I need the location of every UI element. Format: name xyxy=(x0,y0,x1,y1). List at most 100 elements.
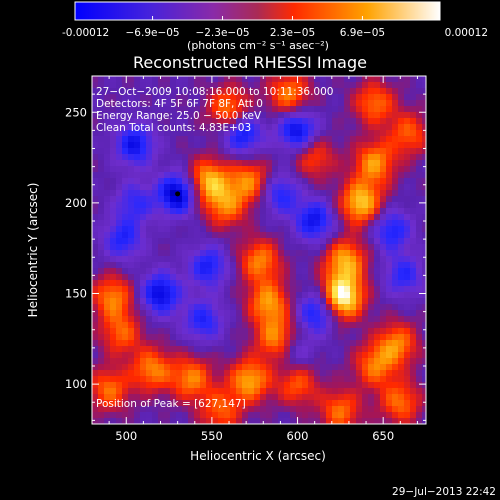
heatmap-cell xyxy=(164,88,171,95)
heatmap-cell xyxy=(308,346,315,353)
heatmap-cell xyxy=(134,88,141,95)
heatmap-cell xyxy=(164,412,171,419)
heatmap-cell xyxy=(110,406,117,413)
heatmap-cell xyxy=(188,118,195,125)
heatmap-cell xyxy=(176,208,183,215)
heatmap-cell xyxy=(230,328,237,335)
heatmap-cell xyxy=(104,172,111,179)
heatmap-cell xyxy=(152,142,159,149)
heatmap-cell xyxy=(326,208,333,215)
heatmap-cell xyxy=(260,316,267,323)
heatmap-cell xyxy=(260,274,267,281)
heatmap-cell xyxy=(326,88,333,95)
heatmap-cell xyxy=(284,166,291,173)
heatmap-cell xyxy=(224,142,231,149)
heatmap-cell xyxy=(116,214,123,221)
heatmap-cell xyxy=(128,418,135,424)
heatmap-cell xyxy=(266,358,273,365)
heatmap-cell xyxy=(332,388,339,395)
heatmap-cell xyxy=(218,352,225,359)
heatmap-cell xyxy=(410,352,417,359)
heatmap-cell xyxy=(254,418,261,424)
heatmap-cell xyxy=(224,148,231,155)
heatmap-cell xyxy=(158,94,165,101)
heatmap-cell xyxy=(134,148,141,155)
heatmap-cell xyxy=(152,196,159,203)
heatmap-cell xyxy=(212,142,219,149)
heatmap-cell xyxy=(356,184,363,191)
heatmap-cell xyxy=(374,94,381,101)
heatmap-cell xyxy=(110,214,117,221)
heatmap-cell xyxy=(182,112,189,119)
heatmap-cell xyxy=(98,106,105,113)
heatmap-cell xyxy=(110,154,117,161)
heatmap-cell xyxy=(392,184,399,191)
heatmap-cell xyxy=(368,106,375,113)
heatmap-cell xyxy=(230,244,237,251)
heatmap-cell xyxy=(290,238,297,245)
heatmap-cell xyxy=(134,262,141,269)
heatmap-cell xyxy=(266,262,273,269)
heatmap-cell xyxy=(404,226,411,233)
heatmap-cell xyxy=(110,88,117,95)
heatmap-cell xyxy=(320,82,327,89)
heatmap-cell xyxy=(308,106,315,113)
heatmap-cell xyxy=(284,388,291,395)
heatmap-cell xyxy=(422,268,426,275)
heatmap-cell xyxy=(170,124,177,131)
heatmap-cell xyxy=(236,328,243,335)
heatmap-cell xyxy=(116,370,123,377)
heatmap-cell xyxy=(182,262,189,269)
heatmap-cell xyxy=(302,358,309,365)
heatmap-cell xyxy=(206,76,213,83)
heatmap-cell xyxy=(290,340,297,347)
heatmap-cell xyxy=(218,394,225,401)
heatmap-cell xyxy=(368,76,375,83)
heatmap-cell xyxy=(272,118,279,125)
heatmap-cell xyxy=(182,292,189,299)
heatmap-cell xyxy=(278,202,285,209)
heatmap-cell xyxy=(410,112,417,119)
heatmap-cell xyxy=(188,82,195,89)
heatmap-cell xyxy=(110,286,117,293)
heatmap-cell xyxy=(416,142,423,149)
heatmap-cell xyxy=(374,304,381,311)
heatmap-cell xyxy=(248,124,255,131)
heatmap-cell xyxy=(212,118,219,125)
heatmap-cell xyxy=(194,184,201,191)
heatmap-cell xyxy=(152,328,159,335)
heatmap-cell xyxy=(230,124,237,131)
heatmap-cell xyxy=(356,292,363,299)
heatmap-cell xyxy=(242,214,249,221)
heatmap-cell xyxy=(320,148,327,155)
heatmap-cell xyxy=(206,112,213,119)
heatmap-cell xyxy=(176,394,183,401)
heatmap-cell xyxy=(368,226,375,233)
heatmap-cell xyxy=(110,190,117,197)
heatmap-cell xyxy=(386,160,393,167)
heatmap-cell xyxy=(164,250,171,257)
heatmap-cell xyxy=(164,292,171,299)
heatmap-cell xyxy=(308,118,315,125)
heatmap-cell xyxy=(362,232,369,239)
heatmap-cell xyxy=(140,220,147,227)
heatmap-cell xyxy=(380,250,387,257)
heatmap-cell xyxy=(122,358,129,365)
heatmap-cell xyxy=(164,274,171,281)
heatmap-cell xyxy=(302,118,309,125)
heatmap-cell xyxy=(272,268,279,275)
heatmap-cell xyxy=(140,334,147,341)
heatmap-cell xyxy=(248,406,255,413)
heatmap-cell xyxy=(242,358,249,365)
heatmap-cell xyxy=(236,160,243,167)
heatmap-cell xyxy=(248,136,255,143)
heatmap-cell xyxy=(374,400,381,407)
heatmap-cell xyxy=(164,298,171,305)
heatmap-cell xyxy=(242,256,249,263)
heatmap-cell xyxy=(110,268,117,275)
heatmap-cell xyxy=(212,112,219,119)
heatmap-cell xyxy=(110,112,117,119)
heatmap-cell xyxy=(194,226,201,233)
heatmap-cell xyxy=(164,136,171,143)
heatmap-cell xyxy=(398,262,405,269)
